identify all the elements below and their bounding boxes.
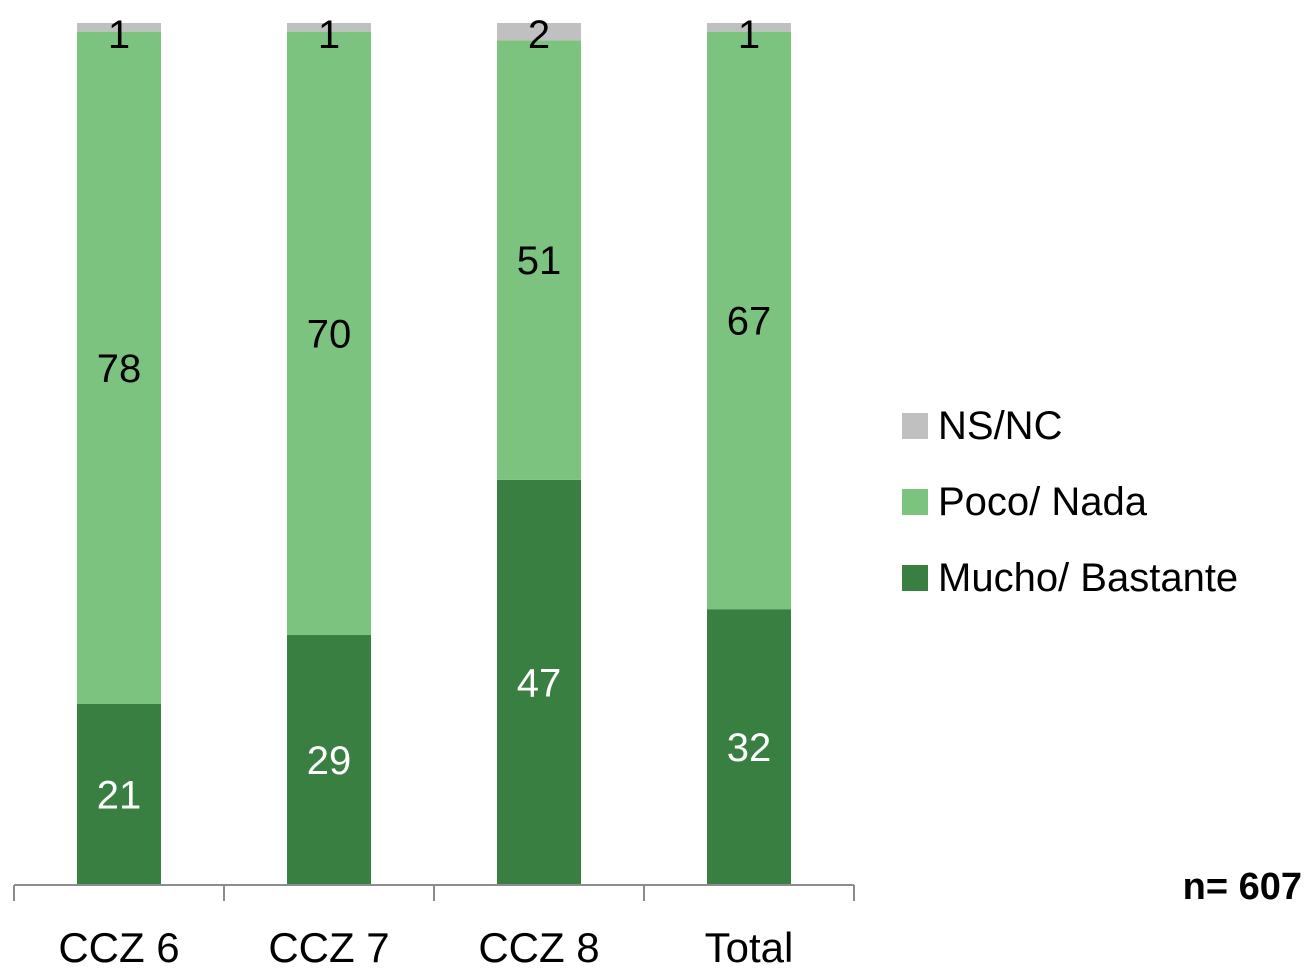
bar-total-mucho-bastante <box>707 609 791 885</box>
data-label-total-mucho-bastante: 32 <box>727 726 772 770</box>
bar-ccz-8-poco-nada <box>497 40 581 480</box>
data-label-total-poco-nada: 67 <box>727 299 772 343</box>
bars-layer <box>77 23 791 885</box>
bar-ccz-8-ns-nc <box>497 23 581 41</box>
bar-total-ns-nc <box>707 23 791 32</box>
bar-ccz-7-poco-nada <box>287 31 371 636</box>
bar-ccz-7-mucho-bastante <box>287 635 371 885</box>
bar-ccz-6-mucho-bastante <box>77 703 161 885</box>
data-label-ccz-8-mucho-bastante: 47 <box>517 661 562 705</box>
legend-swatch-mucho-bastante <box>902 565 928 591</box>
x-tick-label-ccz-8: CCZ 8 <box>478 924 599 968</box>
x-axis: CCZ 6 CCZ 7 CCZ 8 Total <box>13 884 855 968</box>
data-label-ccz-6-mucho-bastante: 21 <box>97 773 142 817</box>
legend-label-ns-nc: NS/NC <box>938 403 1063 448</box>
data-label-ccz-7-ns-nc: 1 <box>318 13 340 57</box>
data-label-ccz-8-poco-nada: 51 <box>517 239 562 283</box>
bar-ccz-6-poco-nada <box>77 31 161 704</box>
bar-ccz-8-mucho-bastante <box>497 479 581 885</box>
data-label-ccz-6-poco-nada: 78 <box>97 347 142 391</box>
data-label-total-ns-nc: 1 <box>738 13 760 57</box>
bar-ccz-6-ns-nc <box>77 23 161 32</box>
data-label-ccz-7-mucho-bastante: 29 <box>307 739 352 783</box>
data-label-ccz-6-ns-nc: 1 <box>108 13 130 57</box>
x-tick-label-ccz-6: CCZ 6 <box>58 924 179 968</box>
legend-label-poco-nada: Poco/ Nada <box>938 479 1148 524</box>
data-labels-layer: 21 78 1 29 70 1 47 51 2 32 67 1 <box>97 13 772 817</box>
x-tick-label-total: Total <box>705 924 794 968</box>
x-tick-label-ccz-7: CCZ 7 <box>268 924 389 968</box>
bar-total-poco-nada <box>707 31 791 610</box>
data-label-ccz-8-ns-nc: 2 <box>528 13 550 57</box>
sample-size-note: n= 607 <box>1182 866 1302 908</box>
legend-item-poco-nada: Poco/ Nada <box>902 464 1302 540</box>
legend-label-mucho-bastante: Mucho/ Bastante <box>938 555 1239 600</box>
bar-ccz-7-ns-nc <box>287 23 371 32</box>
legend-swatch-ns-nc <box>902 413 928 439</box>
legend-item-ns-nc: NS/NC <box>902 388 1302 464</box>
legend: NS/NC Poco/ Nada Mucho/ Bastante <box>902 388 1302 616</box>
legend-swatch-poco-nada <box>902 489 928 515</box>
data-label-ccz-7-poco-nada: 70 <box>307 312 352 356</box>
legend-item-mucho-bastante: Mucho/ Bastante <box>902 540 1302 616</box>
